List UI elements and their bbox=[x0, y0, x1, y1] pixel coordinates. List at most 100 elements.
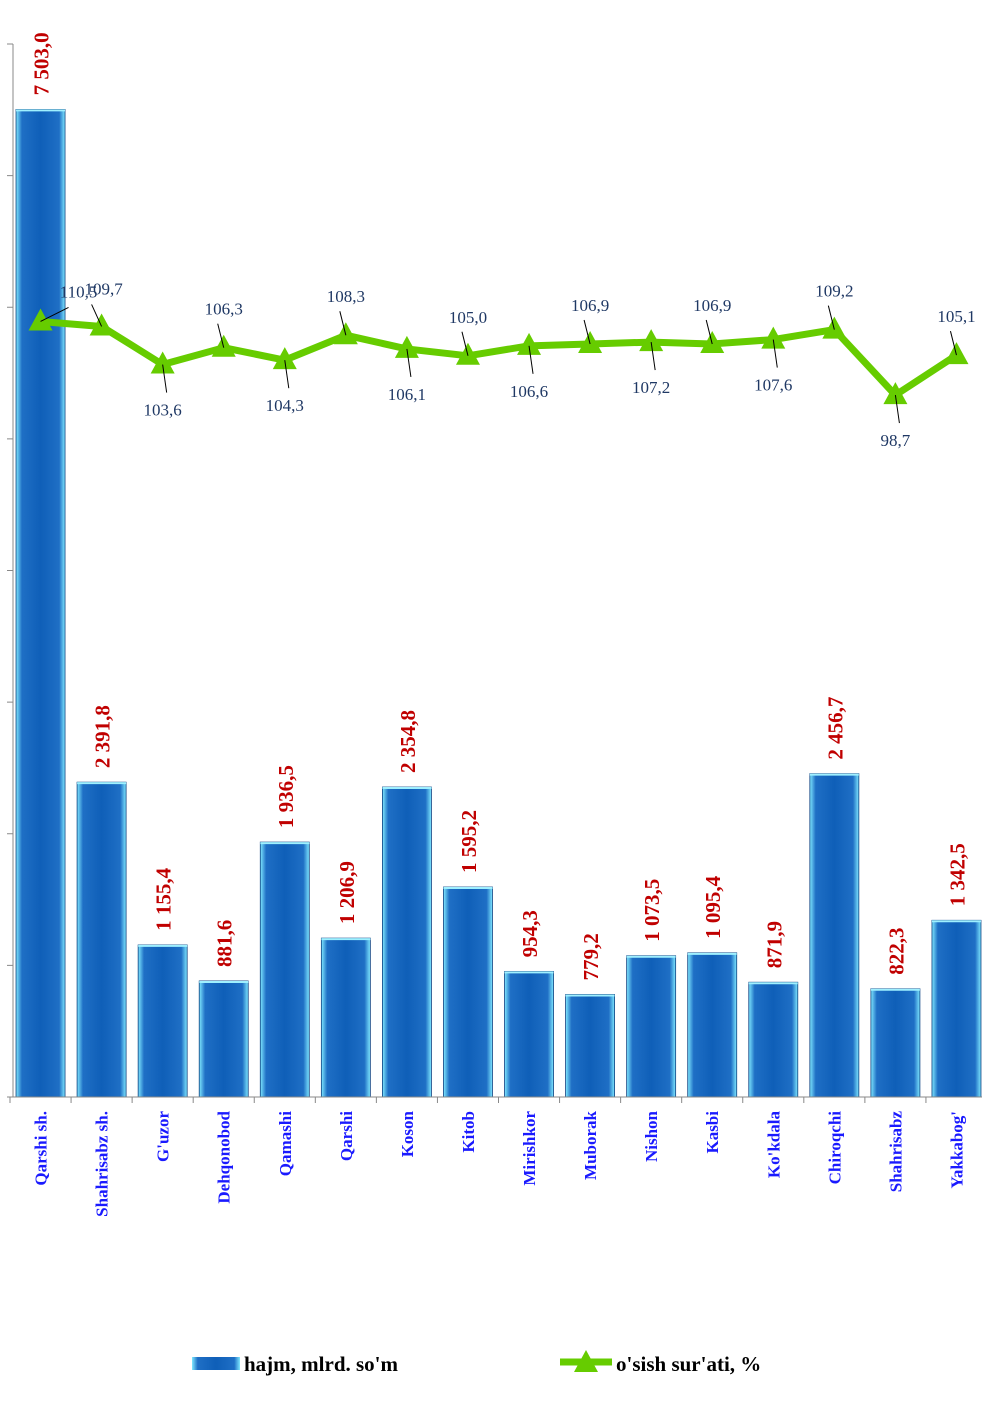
line-value-label: 104,3 bbox=[266, 396, 304, 415]
x-tick-label: Kasbi bbox=[703, 1111, 722, 1154]
leader-line bbox=[583, 319, 591, 345]
legend-bar-swatch bbox=[192, 1357, 240, 1370]
bar-value-label: 822,3 bbox=[884, 928, 908, 975]
x-tick-label: Shahrisabz bbox=[886, 1111, 905, 1193]
bar bbox=[76, 781, 127, 1098]
x-tick-label: Muborak bbox=[581, 1110, 600, 1180]
y-axis bbox=[7, 43, 14, 1098]
line-value-label: 110,5 bbox=[60, 282, 98, 301]
line-value-label: 103,6 bbox=[144, 401, 182, 420]
legend: hajm, mlrd. so'm o'sish sur'ati, % bbox=[192, 1350, 761, 1376]
line-marker bbox=[883, 382, 908, 405]
line-marker bbox=[761, 326, 786, 349]
bar-value-label: 1 073,5 bbox=[640, 879, 664, 942]
x-tick-label: Chiroqchi bbox=[825, 1111, 844, 1185]
leader-line bbox=[217, 323, 225, 348]
leader-line bbox=[461, 331, 469, 356]
line-value-label: 107,6 bbox=[754, 376, 792, 395]
bar bbox=[320, 937, 371, 1098]
bar-value-label: 779,2 bbox=[579, 933, 603, 980]
bar bbox=[809, 773, 860, 1098]
bar-series bbox=[15, 109, 982, 1098]
bar bbox=[443, 886, 493, 1098]
bar-value-labels: 7 503,0 2 391,8 1 155,4 881,6 1 936,5 1 206,9… bbox=[30, 32, 970, 980]
line-value-label: 106,1 bbox=[388, 385, 426, 404]
line-value-label: 106,9 bbox=[693, 296, 731, 315]
line-marker bbox=[639, 329, 664, 352]
bar bbox=[198, 980, 249, 1098]
leader-line bbox=[650, 342, 656, 371]
leader-line bbox=[949, 331, 957, 356]
bar bbox=[382, 786, 432, 1098]
leader-line bbox=[772, 339, 778, 368]
bar bbox=[504, 970, 554, 1098]
line-value-label: 106,3 bbox=[205, 300, 243, 319]
leader-line bbox=[528, 345, 534, 374]
line-marker bbox=[517, 332, 542, 355]
leader-line bbox=[162, 364, 168, 393]
bar-value-label: 2 456,7 bbox=[823, 697, 847, 760]
line-path bbox=[40, 317, 959, 399]
legend-item-line: o'sish sur'ati, % bbox=[560, 1350, 761, 1376]
line-marker bbox=[272, 347, 297, 370]
line-value-label: 107,2 bbox=[632, 378, 670, 397]
leader-line bbox=[339, 311, 347, 336]
bar bbox=[15, 109, 66, 1098]
x-tick-label: Dehqonobod bbox=[215, 1110, 234, 1203]
line-marker bbox=[150, 351, 175, 374]
bar-value-label: 954,3 bbox=[518, 910, 542, 957]
line-marker bbox=[394, 335, 419, 358]
x-tick-label: Kitob bbox=[459, 1111, 478, 1153]
bar-value-label: 1 155,4 bbox=[152, 867, 176, 931]
line-value-label: 105,1 bbox=[937, 307, 975, 326]
leader-line bbox=[406, 348, 412, 378]
x-tick-label: Qarshi sh. bbox=[32, 1111, 51, 1186]
bar bbox=[748, 981, 799, 1098]
bar bbox=[259, 841, 310, 1098]
x-tick-label: Shahrisabz sh. bbox=[93, 1111, 112, 1217]
line-marker bbox=[28, 308, 53, 331]
line-value-label: 109,7 bbox=[84, 279, 123, 298]
bar-value-label: 2 391,8 bbox=[91, 705, 115, 768]
line-value-label: 105,0 bbox=[449, 308, 487, 327]
legend-line-label: o'sish sur'ati, % bbox=[616, 1352, 761, 1376]
x-tick-label: Ko'kdala bbox=[764, 1111, 783, 1179]
bar bbox=[687, 952, 738, 1098]
line-value-label: 108,3 bbox=[327, 287, 365, 306]
bar bbox=[870, 988, 921, 1098]
x-tick-label: Qamashi bbox=[276, 1111, 295, 1176]
leader-line bbox=[91, 304, 103, 327]
bar-value-label: 1 095,4 bbox=[701, 875, 725, 939]
bar-value-label: 7 503,0 bbox=[30, 32, 54, 95]
legend-triangle-marker bbox=[574, 1350, 598, 1372]
line-value-label: 106,9 bbox=[571, 296, 609, 315]
leader-line bbox=[894, 395, 900, 424]
legend-bar-label: hajm, mlrd. so'm bbox=[244, 1352, 399, 1376]
leader-line bbox=[827, 305, 835, 330]
line-value-label: 98,7 bbox=[881, 431, 911, 450]
bar bbox=[626, 955, 677, 1098]
x-tick-label: Nishon bbox=[642, 1110, 661, 1162]
bar-value-label: 871,9 bbox=[762, 921, 786, 968]
bar bbox=[137, 944, 188, 1098]
bar-value-label: 1 936,5 bbox=[274, 765, 298, 828]
bar bbox=[931, 919, 982, 1098]
x-tick-label: Mirishkor bbox=[520, 1111, 539, 1186]
line-marker bbox=[89, 313, 114, 336]
bar-value-label: 2 354,8 bbox=[396, 710, 420, 773]
line-value-label: 106,6 bbox=[510, 382, 548, 401]
x-tick-label: G'uzor bbox=[154, 1111, 173, 1162]
bar bbox=[565, 994, 615, 1098]
x-tick-label: Qarshi bbox=[337, 1111, 356, 1161]
x-axis: Qarshi sh. Shahrisabz sh. G'uzor Dehqonobod… bbox=[9, 1096, 982, 1217]
bar-value-label: 1 595,2 bbox=[457, 810, 481, 873]
x-tick-label: Koson bbox=[398, 1110, 417, 1157]
bar-value-label: 1 342,5 bbox=[945, 843, 969, 906]
line-series bbox=[28, 308, 969, 405]
leader-line bbox=[705, 319, 713, 345]
leader-line bbox=[284, 360, 290, 389]
legend-item-bar: hajm, mlrd. so'm bbox=[192, 1352, 399, 1376]
bar-value-label: 881,6 bbox=[213, 920, 237, 967]
